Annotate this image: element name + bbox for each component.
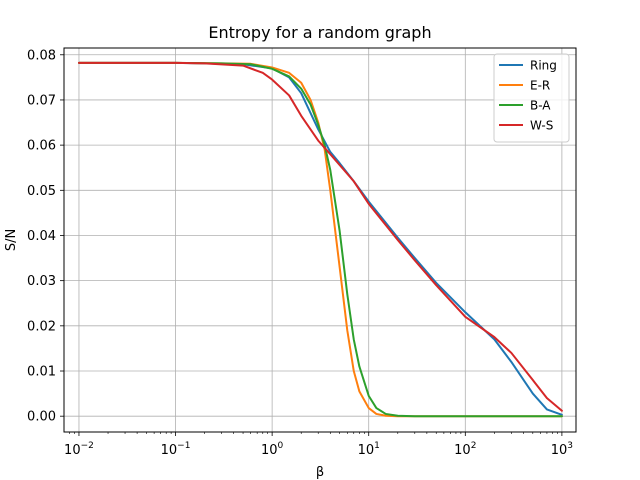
y-tick-label: 0.05 xyxy=(27,184,56,199)
series-line-w-s xyxy=(77,61,563,412)
y-tick-label: 0.03 xyxy=(27,274,56,289)
legend-box xyxy=(493,53,570,143)
legend-entry: E-R xyxy=(530,79,550,93)
x-axis-label: β xyxy=(316,465,324,480)
x-axis: 10−2 10−1 100 101 102 103 xyxy=(64,432,573,458)
x-tick-label: 10−2 xyxy=(64,441,94,458)
y-tick-label: 0.07 xyxy=(27,93,56,108)
x-tick-label: 10−1 xyxy=(161,441,191,458)
series-layer xyxy=(77,61,563,418)
legend: Ring E-R B-A W-S xyxy=(493,53,570,143)
series-line-b-a xyxy=(77,61,563,418)
x-tick-label: 102 xyxy=(454,441,476,458)
x-tick-label: 100 xyxy=(261,441,284,458)
legend-entry: B-A xyxy=(530,99,551,113)
y-tick-label: 0.04 xyxy=(27,229,56,244)
y-axis-label: S/N xyxy=(4,229,19,251)
y-tick-label: 0.01 xyxy=(27,365,56,380)
legend-entry: Ring xyxy=(530,59,557,73)
chart-title: Entropy for a random graph xyxy=(208,23,431,42)
legend-entry: W-S xyxy=(530,119,553,133)
y-axis: 0.00 0.01 0.02 0.03 0.04 0.05 0.06 0.07 0.08 xyxy=(27,48,64,425)
y-tick-label: 0.06 xyxy=(27,139,56,154)
y-tick-label: 0.00 xyxy=(27,410,56,425)
plot-frame xyxy=(63,47,577,433)
grid xyxy=(64,48,576,432)
y-tick-label: 0.08 xyxy=(27,48,56,63)
x-tick-label: 103 xyxy=(551,441,573,458)
y-tick-label: 0.02 xyxy=(27,319,56,334)
x-tick-label: 101 xyxy=(358,441,380,458)
